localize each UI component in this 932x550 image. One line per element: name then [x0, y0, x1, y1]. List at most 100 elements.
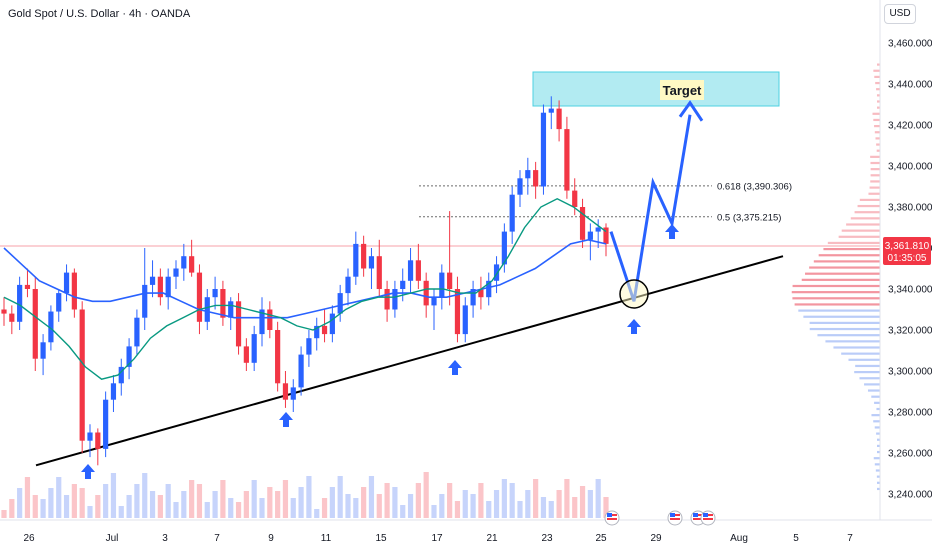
profile-bar — [871, 395, 880, 398]
candle-body — [56, 293, 62, 312]
candle-body — [63, 272, 70, 294]
volume-bar — [9, 499, 15, 518]
candle-body — [548, 108, 554, 113]
candle-body — [556, 108, 562, 130]
candle-body — [95, 432, 101, 449]
profile-bar — [873, 420, 880, 423]
volume-bar — [251, 480, 257, 518]
candle-body — [361, 243, 367, 269]
candle — [345, 268, 351, 306]
time-tick-label: 9 — [268, 533, 274, 544]
up-arrow-icon — [448, 360, 462, 375]
volume-bar — [17, 488, 23, 518]
projection-arrowhead — [678, 100, 704, 122]
candle — [368, 248, 375, 289]
candle — [509, 186, 515, 244]
time-axis: 26 Jul 3 7 9 11 15 17 21 23 25 29 Aug 5 7 — [0, 519, 932, 544]
profile-bar — [833, 346, 880, 349]
candle-body — [275, 330, 281, 384]
candle-body — [126, 346, 132, 367]
volume-bar — [509, 483, 515, 518]
entry-circle — [619, 279, 649, 309]
support-trendline[interactable] — [35, 255, 784, 467]
profile-bar — [846, 223, 880, 226]
volume-bar — [345, 494, 351, 518]
candle — [415, 243, 421, 289]
profile-bar — [809, 327, 880, 331]
candle — [501, 223, 507, 273]
candle-body — [509, 194, 515, 232]
profile-bar — [809, 266, 880, 269]
candle-body — [407, 260, 414, 281]
candle — [181, 243, 187, 281]
profile-bar — [875, 137, 880, 140]
profile-bar — [875, 81, 880, 85]
time-tick-label: 21 — [486, 533, 498, 544]
volume-bar — [220, 480, 226, 518]
profile-bar — [813, 260, 880, 263]
profile-bar — [876, 94, 880, 97]
volume-bar — [142, 473, 148, 518]
us-flag-icon[interactable] — [700, 510, 716, 526]
candle — [87, 424, 93, 458]
profile-bar — [874, 125, 880, 128]
candle — [533, 161, 539, 199]
candle-body — [486, 280, 492, 298]
candle-body — [493, 264, 500, 281]
candle-body — [290, 387, 296, 400]
candle — [447, 211, 453, 306]
candle-body — [579, 207, 586, 240]
profile-bar — [870, 155, 880, 158]
price-tick-label: 3,420.000 — [888, 121, 932, 132]
candle — [267, 301, 273, 339]
candle-body — [353, 243, 359, 277]
profile-bar — [877, 487, 880, 491]
profile-bar — [855, 364, 880, 368]
candle — [134, 309, 140, 355]
volume-bar — [361, 487, 367, 518]
candle-body — [149, 276, 156, 285]
profile-bar — [871, 414, 880, 417]
candle — [103, 391, 109, 458]
volume-bar — [353, 498, 359, 518]
us-flag-icon[interactable] — [604, 510, 620, 526]
candle — [110, 375, 117, 412]
candle — [17, 276, 23, 330]
currency-button[interactable]: USD — [884, 4, 916, 24]
event-icons[interactable] — [604, 510, 716, 526]
profile-bar — [841, 352, 880, 355]
candle-body — [165, 276, 171, 298]
volume-bar — [470, 494, 476, 518]
profile-bar — [869, 186, 880, 189]
profile-bar — [805, 272, 880, 275]
candle — [564, 116, 570, 199]
candle — [587, 223, 593, 261]
up-arrow-icon — [665, 224, 679, 239]
fib-levels: 0.618 (3,390.306) 0.5 (3,375.215) — [419, 181, 792, 223]
profile-bar — [877, 444, 880, 447]
profile-bar — [870, 168, 880, 171]
volume-bar — [228, 498, 234, 518]
candle-body — [454, 289, 461, 335]
profile-bar — [859, 198, 880, 201]
candle — [40, 334, 46, 376]
volume-bars — [1, 472, 609, 518]
candle-body — [87, 432, 93, 441]
profile-bar — [877, 450, 880, 454]
candle-body — [212, 289, 218, 298]
price-tick-label: 3,320.000 — [888, 326, 932, 337]
target-box — [532, 71, 780, 107]
price-tick-label: 3,380.000 — [888, 203, 932, 214]
time-tick-label: 7 — [847, 533, 853, 544]
us-flag-icon[interactable] — [667, 510, 683, 526]
volume-bar — [493, 490, 500, 518]
profile-bar — [850, 217, 880, 220]
volume-bar — [110, 473, 117, 518]
candle — [407, 248, 414, 294]
volume-bar — [259, 498, 265, 518]
candle — [71, 268, 77, 318]
candle-body — [259, 309, 265, 335]
candle-body — [540, 112, 547, 187]
candle-body — [79, 309, 85, 441]
